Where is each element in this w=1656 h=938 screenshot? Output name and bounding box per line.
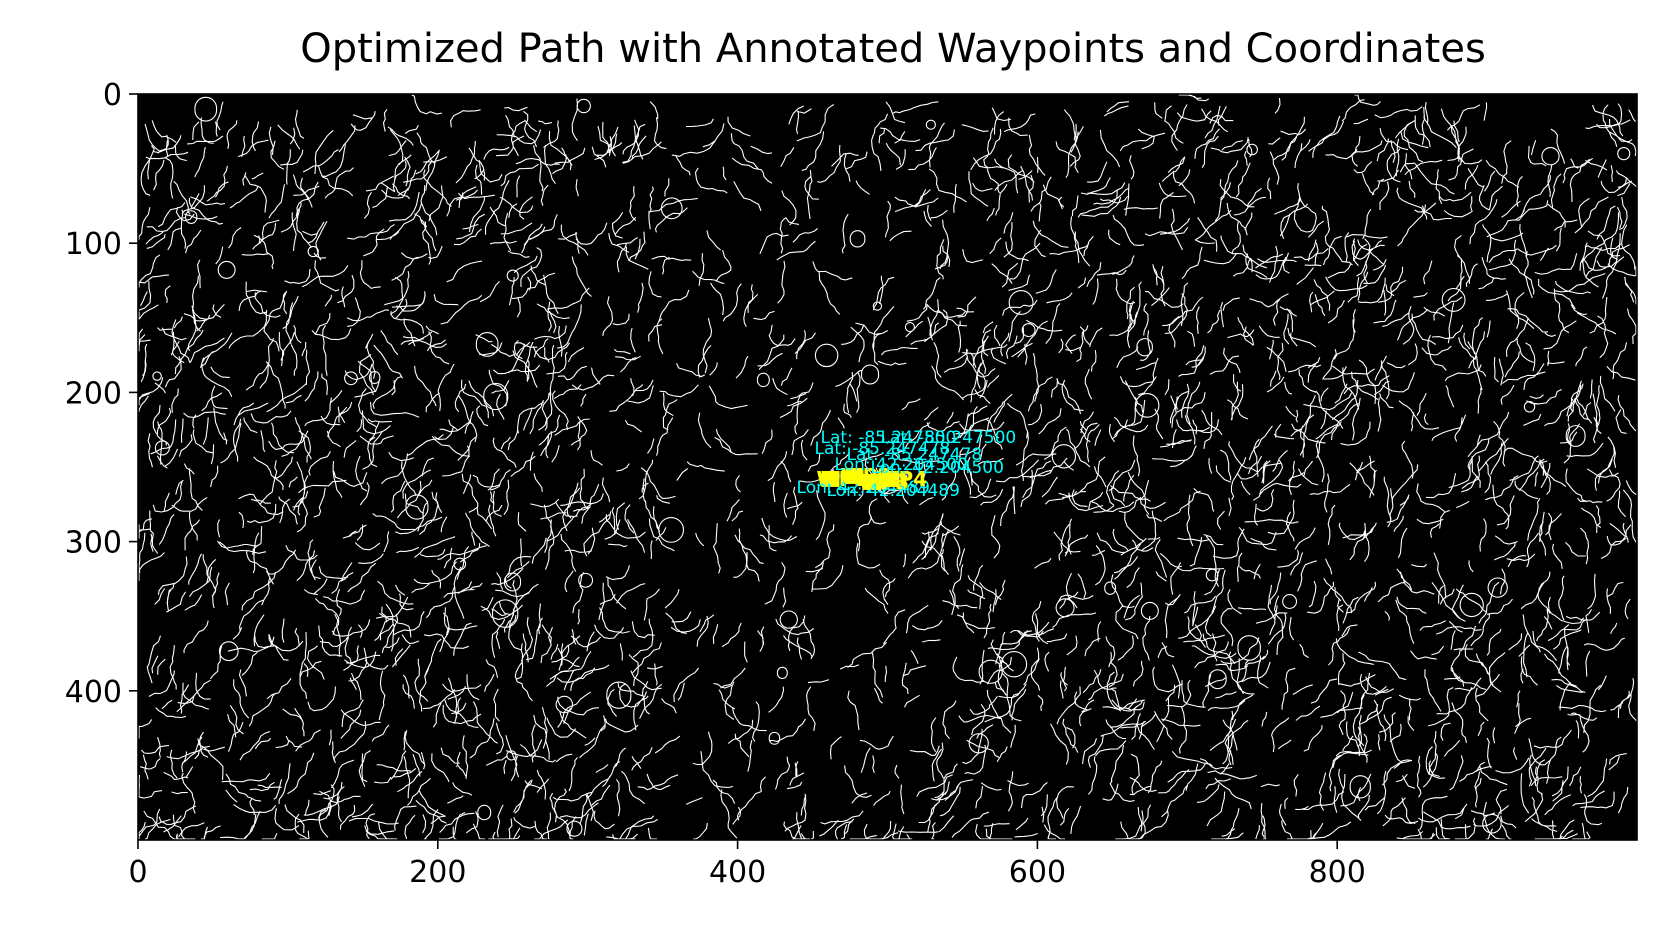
axes: 0 200 400 600 800 0 100 200 300 400	[65, 78, 1638, 890]
waypoint-lat-label: Lat: -85.247500	[880, 428, 1016, 448]
x-tick-label: 600	[1009, 855, 1066, 890]
x-tick-label: 0	[128, 855, 147, 890]
axes-frame	[137, 93, 1638, 841]
waypoint-4: WP4 Lat: -85.247500 Lon: 42.204500	[870, 428, 1016, 491]
path-point-5	[901, 470, 910, 479]
waypoint-lon-label: Lon: 42.204500	[835, 455, 968, 475]
y-tick-label: 200	[65, 376, 122, 411]
waypoint-lat-label: Lat: -85.247478	[815, 439, 951, 459]
x-tick-label: 200	[409, 855, 466, 890]
y-axis: 0 100 200 300 400	[65, 78, 138, 710]
y-tick-label: 400	[65, 675, 122, 710]
x-tick-label: 800	[1309, 855, 1366, 890]
waypoint-lon-label: Lon: 42.204500	[870, 458, 1003, 478]
x-axis: 0 200 400 600 800	[128, 840, 1366, 890]
waypoint-lat-label: Lat: -85.247500	[821, 428, 957, 448]
y-tick-label: 300	[65, 526, 122, 561]
y-tick-label: 100	[65, 227, 122, 262]
edge-texture	[138, 94, 1637, 840]
waypoint-marker	[821, 470, 840, 487]
y-tick-label: 0	[103, 78, 122, 113]
waypoint-marker	[881, 470, 900, 487]
waypoint-name: WP4	[876, 467, 927, 491]
edge-lines	[138, 94, 1637, 840]
chart-title: Optimized Path with Annotated Waypoints …	[300, 26, 1486, 72]
waypoint-marker	[863, 473, 882, 490]
waypoint-lat-label: Lat: -85.247478	[847, 445, 983, 465]
waypoint-marker	[845, 467, 864, 484]
waypoint-lon-label: Lon: 42.204489	[827, 481, 960, 501]
x-tick-label: 400	[709, 855, 766, 890]
